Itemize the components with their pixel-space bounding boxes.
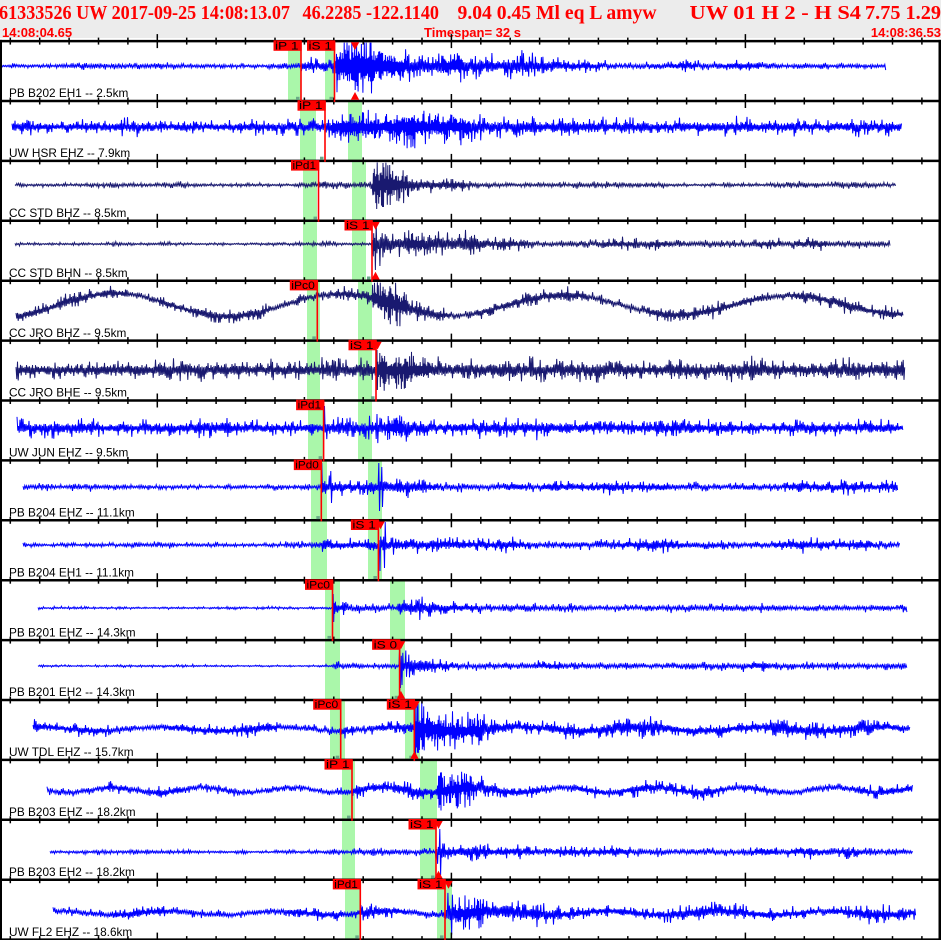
svg-text:PB B201 EHZ -- 14.3km: PB B201 EHZ -- 14.3km [9,625,136,639]
svg-text:14:08:36.53: 14:08:36.53 [871,25,941,40]
svg-text:CC STD BHN -- 8.5km: CC STD BHN -- 8.5km [9,266,128,280]
svg-text:46.2285 -122.1140: 46.2285 -122.1140 [303,2,440,24]
svg-text:PB B204 EH1 -- 11.1km: PB B204 EH1 -- 11.1km [9,565,134,579]
svg-text:UW FL2 EHZ -- 18.6km: UW FL2 EHZ -- 18.6km [9,925,132,939]
svg-text:iS 1: iS 1 [410,819,434,831]
svg-text:14:08:04.65: 14:08:04.65 [2,25,72,40]
svg-text:iS 1: iS 1 [309,40,333,52]
svg-text:UW HSR EHZ -- 7.9km: UW HSR EHZ -- 7.9km [9,146,130,160]
svg-text:PB B201 EH2 -- 14.3km: PB B201 EH2 -- 14.3km [9,685,135,699]
svg-text:PB B202 EH1 -- 2.5km: PB B202 EH1 -- 2.5km [9,86,129,100]
svg-text:Timespan= 32 s: Timespan= 32 s [424,25,521,40]
svg-text:iS 1: iS 1 [350,340,374,352]
svg-text:iS 1: iS 1 [419,879,443,891]
svg-text:PB B203 EH2 -- 18.2km: PB B203 EH2 -- 18.2km [9,865,135,879]
svg-text:iP 1: iP 1 [275,40,299,52]
svg-text:9.04 0.45 Ml eq L amyw: 9.04 0.45 Ml eq L amyw [458,2,658,24]
svg-text:iPd1: iPd1 [293,160,317,172]
svg-text:UW JUN EHZ -- 9.5km: UW JUN EHZ -- 9.5km [9,446,128,460]
svg-text:61333526 UW 2017-09-25 14:08:1: 61333526 UW 2017-09-25 14:08:13.07 [0,2,290,24]
svg-text:iS 1: iS 1 [388,699,412,711]
svg-text:UW TDL EHZ -- 15.7km: UW TDL EHZ -- 15.7km [9,745,134,759]
svg-text:iS 0: iS 0 [374,639,398,651]
svg-text:iPd1: iPd1 [334,879,358,891]
svg-text:iPc0: iPc0 [291,280,315,292]
svg-text:iPd1: iPd1 [298,400,322,412]
svg-text:iS 1: iS 1 [346,220,370,232]
svg-text:CC JRO BHE -- 9.5km: CC JRO BHE -- 9.5km [9,386,127,400]
svg-text:PB B204 EHZ -- 11.1km: PB B204 EHZ -- 11.1km [9,506,135,520]
svg-text:iPd0: iPd0 [295,460,319,472]
svg-text:iPc0: iPc0 [315,699,339,711]
svg-text:CC STD BHZ -- 8.5km: CC STD BHZ -- 8.5km [9,206,126,220]
svg-text:7.75 1.29: 7.75 1.29 [865,2,941,24]
svg-text:iP 1: iP 1 [326,759,350,771]
svg-text:PB B203 EHZ -- 18.2km: PB B203 EHZ -- 18.2km [9,805,136,819]
svg-text:UW 01 H 2 - H S4: UW 01 H 2 - H S4 [690,2,862,24]
svg-text:iS 1: iS 1 [352,520,376,532]
svg-text:CC JRO BHZ -- 9.5km: CC JRO BHZ -- 9.5km [9,326,126,340]
svg-text:iPc0: iPc0 [307,579,331,591]
svg-text:iP 1: iP 1 [299,100,323,112]
